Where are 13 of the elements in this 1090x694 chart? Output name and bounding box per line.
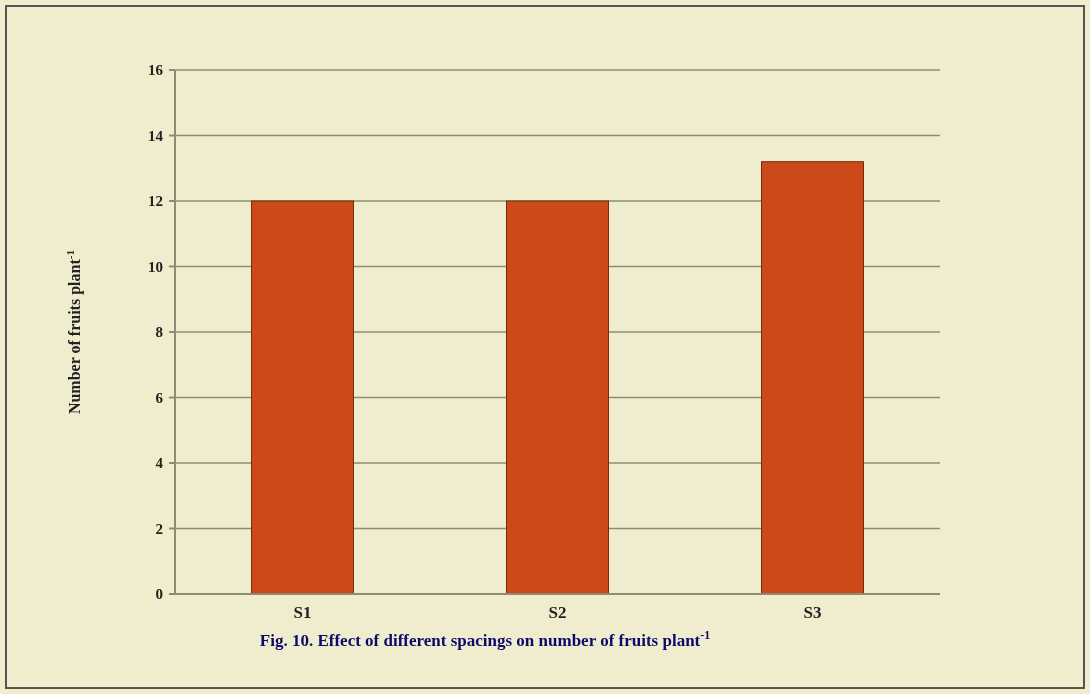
x-tick-label: S3	[803, 603, 822, 622]
y-tick-label: 4	[155, 455, 164, 472]
y-tick-label: 12	[148, 193, 163, 210]
y-tick-label: 2	[155, 520, 163, 537]
caption: Fig. 10. Effect of different spacings on number of fruits plant$^{-1}$	[259, 628, 711, 650]
y-tick-label: 8	[155, 324, 163, 341]
y-tick-label: 14	[148, 127, 164, 144]
y-tick-label: 16	[148, 62, 164, 79]
x-tick-label: S2	[548, 603, 567, 622]
y-tick-label: 10	[148, 258, 163, 275]
y-tick-label: 6	[155, 389, 164, 406]
x-tick-label: S1	[293, 603, 312, 622]
y-tick-label: 0	[155, 586, 163, 603]
